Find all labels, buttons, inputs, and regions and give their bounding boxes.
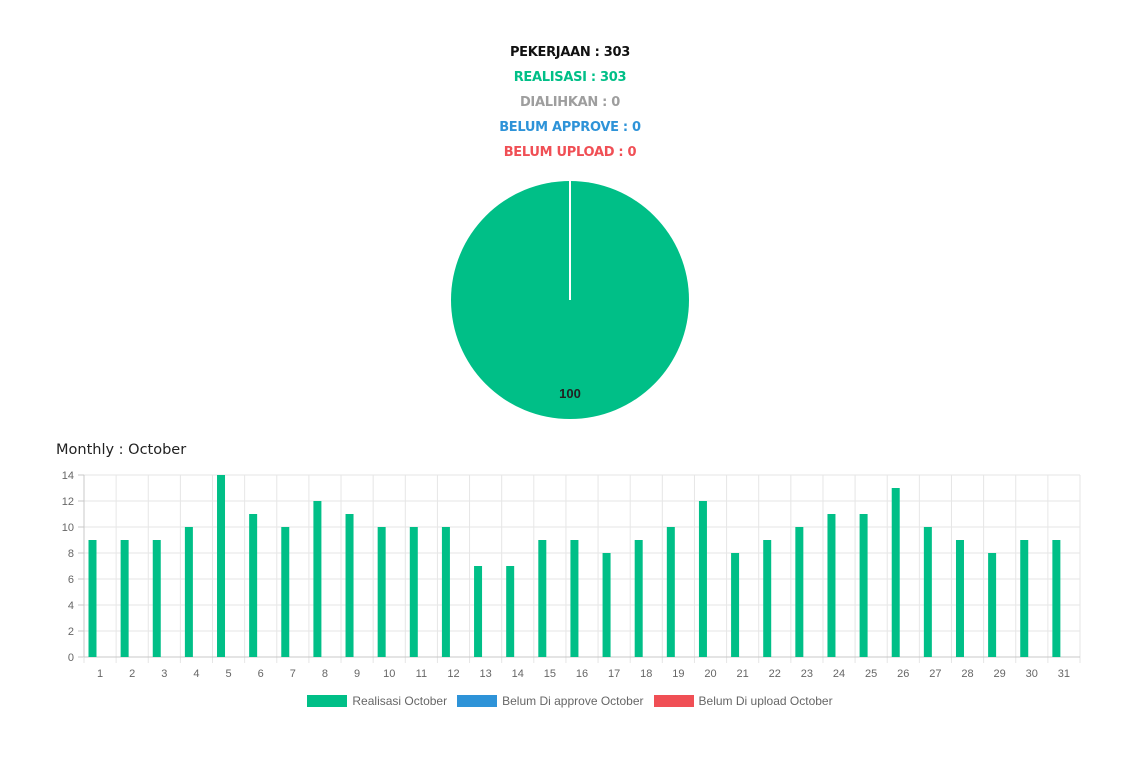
bar-realisasi-9[interactable] bbox=[345, 514, 354, 657]
bar-realisasi-19[interactable] bbox=[666, 527, 675, 657]
x-tick-label: 4 bbox=[193, 668, 199, 680]
bar-realisasi-20[interactable] bbox=[698, 501, 707, 657]
bar-realisasi-28[interactable] bbox=[955, 540, 964, 657]
x-tick-label: 10 bbox=[383, 668, 395, 680]
bar-realisasi-23[interactable] bbox=[795, 527, 804, 657]
x-tick-label: 29 bbox=[994, 668, 1006, 680]
bar-realisasi-2[interactable] bbox=[120, 540, 129, 657]
x-tick-label: 14 bbox=[512, 668, 524, 680]
x-tick-label: 12 bbox=[447, 668, 459, 680]
legend-label-belum-upload: Belum Di upload October bbox=[698, 694, 833, 708]
x-tick-label: 13 bbox=[479, 668, 491, 680]
bar-realisasi-16[interactable] bbox=[570, 540, 579, 657]
x-tick-label: 30 bbox=[1026, 668, 1038, 680]
legend-label-realisasi: Realisasi October bbox=[352, 694, 448, 708]
x-tick-label: 8 bbox=[322, 668, 328, 680]
bar-realisasi-6[interactable] bbox=[249, 514, 258, 657]
legend-item-belum-approve[interactable]: Belum Di approve October bbox=[457, 694, 644, 708]
x-tick-label: 24 bbox=[833, 668, 845, 680]
summary-pekerjaan: PEKERJAAN : 303 bbox=[509, 45, 631, 60]
x-tick-label: 7 bbox=[290, 668, 296, 680]
x-tick-label: 25 bbox=[865, 668, 877, 680]
x-tick-label: 17 bbox=[608, 668, 620, 680]
summary-realisasi: REALISASI : 303 bbox=[513, 70, 627, 85]
bar-realisasi-5[interactable] bbox=[217, 475, 226, 657]
x-tick-label: 5 bbox=[226, 668, 232, 680]
bar-realisasi-14[interactable] bbox=[506, 566, 515, 657]
bar-realisasi-1[interactable] bbox=[88, 540, 97, 657]
bar-realisasi-3[interactable] bbox=[152, 540, 161, 657]
y-tick-label: 0 bbox=[68, 652, 74, 664]
bar-realisasi-13[interactable] bbox=[474, 566, 483, 657]
legend-swatch-belum-approve bbox=[457, 695, 498, 707]
y-tick-label: 12 bbox=[62, 496, 74, 508]
bar-realisasi-30[interactable] bbox=[1020, 540, 1029, 657]
bar-realisasi-29[interactable] bbox=[988, 553, 997, 657]
bar-realisasi-10[interactable] bbox=[377, 527, 386, 657]
bar-realisasi-31[interactable] bbox=[1052, 540, 1061, 657]
bar-realisasi-17[interactable] bbox=[602, 553, 611, 657]
x-tick-label: 19 bbox=[672, 668, 684, 680]
bar-realisasi-12[interactable] bbox=[441, 527, 450, 657]
x-tick-label: 28 bbox=[961, 668, 973, 680]
summary-belum-upload: BELUM UPLOAD : 0 bbox=[503, 145, 637, 160]
y-tick-label: 8 bbox=[68, 548, 74, 560]
x-tick-label: 15 bbox=[544, 668, 556, 680]
summary-belum-approve: BELUM APPROVE : 0 bbox=[499, 120, 641, 135]
bar-realisasi-7[interactable] bbox=[281, 527, 290, 657]
summary-dialihkan: DIALIHKAN : 0 bbox=[519, 95, 621, 110]
x-tick-label: 21 bbox=[737, 668, 749, 680]
summary-panel: PEKERJAAN : 303 REALISASI : 303 DIALIHKA… bbox=[0, 43, 1140, 168]
y-tick-label: 4 bbox=[68, 600, 74, 612]
pie-data-label: 100 bbox=[559, 386, 581, 401]
x-tick-label: 26 bbox=[897, 668, 909, 680]
legend-swatch-belum-upload bbox=[653, 695, 694, 707]
legend-swatch-realisasi bbox=[307, 695, 348, 707]
x-tick-label: 11 bbox=[416, 668, 427, 680]
y-tick-label: 2 bbox=[68, 626, 74, 638]
x-tick-label: 20 bbox=[704, 668, 716, 680]
bar-realisasi-26[interactable] bbox=[891, 488, 900, 657]
x-tick-label: 16 bbox=[576, 668, 588, 680]
x-tick-label: 9 bbox=[354, 668, 360, 680]
legend-label-belum-approve: Belum Di approve October bbox=[502, 694, 644, 708]
bar-realisasi-8[interactable] bbox=[313, 501, 322, 657]
x-tick-label: 27 bbox=[929, 668, 941, 680]
x-tick-label: 6 bbox=[258, 668, 264, 680]
monthly-chart-title: Monthly : October bbox=[56, 442, 187, 458]
x-tick-label: 2 bbox=[129, 668, 135, 680]
y-tick-label: 6 bbox=[68, 574, 74, 586]
x-tick-label: 3 bbox=[161, 668, 167, 680]
legend-item-realisasi[interactable]: Realisasi October bbox=[307, 694, 447, 708]
x-tick-label: 22 bbox=[769, 668, 781, 680]
pie-chart[interactable]: 100 bbox=[440, 170, 700, 430]
bar-realisasi-25[interactable] bbox=[859, 514, 868, 657]
bar-realisasi-22[interactable] bbox=[763, 540, 772, 657]
y-tick-label: 14 bbox=[62, 470, 74, 482]
bar-realisasi-24[interactable] bbox=[827, 514, 836, 657]
x-tick-label: 31 bbox=[1058, 668, 1070, 680]
bar-realisasi-15[interactable] bbox=[538, 540, 547, 657]
y-tick-label: 10 bbox=[62, 522, 74, 534]
x-tick-label: 23 bbox=[801, 668, 813, 680]
x-tick-label: 18 bbox=[640, 668, 652, 680]
bar-realisasi-21[interactable] bbox=[731, 553, 740, 657]
bar-realisasi-4[interactable] bbox=[184, 527, 193, 657]
bar-realisasi-18[interactable] bbox=[634, 540, 643, 657]
legend-item-belum-upload[interactable]: Belum Di upload October bbox=[653, 694, 833, 708]
bar-chart-legend: Realisasi October Belum Di approve Octob… bbox=[0, 694, 1140, 708]
bar-realisasi-11[interactable] bbox=[409, 527, 418, 657]
bar-realisasi-27[interactable] bbox=[923, 527, 932, 657]
x-tick-label: 1 bbox=[97, 668, 103, 680]
